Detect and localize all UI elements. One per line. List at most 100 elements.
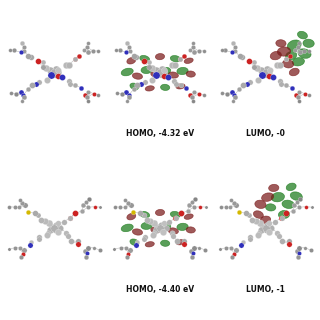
Point	[283, 56, 288, 61]
Point	[142, 80, 147, 85]
Point	[225, 91, 230, 96]
Point	[172, 62, 177, 67]
Point	[91, 245, 96, 250]
Point	[73, 83, 78, 88]
Point	[157, 225, 163, 230]
Point	[48, 73, 53, 78]
Point	[293, 47, 298, 52]
Point	[191, 40, 196, 45]
Point	[171, 233, 176, 238]
Point	[178, 83, 183, 88]
Point	[287, 239, 292, 244]
Ellipse shape	[186, 227, 195, 233]
Point	[127, 44, 132, 50]
Point	[277, 79, 283, 84]
Point	[292, 203, 297, 208]
Point	[297, 89, 302, 94]
Point	[22, 248, 27, 253]
Point	[21, 48, 27, 53]
Ellipse shape	[121, 224, 133, 232]
Point	[191, 50, 196, 55]
Point	[244, 81, 250, 86]
Point	[181, 239, 187, 244]
Point	[98, 204, 103, 210]
Point	[173, 215, 178, 220]
Point	[127, 95, 132, 100]
Point	[178, 211, 183, 216]
Point	[267, 69, 272, 75]
Point	[44, 77, 49, 82]
Point	[84, 199, 89, 204]
Point	[233, 248, 238, 253]
Point	[91, 49, 96, 54]
Point	[173, 215, 179, 220]
Point	[265, 66, 270, 71]
Point	[53, 227, 58, 232]
Ellipse shape	[170, 212, 180, 218]
Point	[132, 54, 137, 59]
Point	[142, 234, 148, 239]
Point	[278, 215, 283, 220]
Point	[228, 197, 233, 202]
Point	[134, 83, 140, 88]
Ellipse shape	[292, 58, 304, 66]
Ellipse shape	[127, 213, 136, 220]
Point	[55, 74, 60, 79]
Point	[159, 66, 164, 71]
Point	[133, 243, 138, 248]
Point	[196, 91, 202, 96]
Point	[293, 92, 298, 97]
Point	[96, 48, 101, 53]
Point	[36, 237, 41, 242]
Point	[144, 217, 149, 222]
Point	[229, 245, 234, 250]
Point	[29, 83, 34, 88]
Point	[163, 225, 168, 230]
Point	[259, 227, 264, 232]
Point	[134, 240, 140, 245]
Point	[46, 230, 51, 236]
Point	[192, 196, 197, 201]
Point	[295, 94, 300, 100]
Point	[296, 40, 301, 45]
Point	[84, 94, 89, 100]
Point	[131, 87, 136, 92]
Point	[44, 65, 49, 70]
Point	[80, 208, 85, 213]
Ellipse shape	[130, 239, 139, 245]
Point	[65, 233, 70, 238]
Point	[264, 223, 269, 228]
Ellipse shape	[289, 68, 299, 76]
Point	[232, 92, 237, 98]
Point	[263, 69, 268, 75]
Point	[40, 64, 45, 69]
Point	[118, 205, 123, 210]
Point	[117, 48, 122, 53]
Ellipse shape	[177, 68, 188, 75]
Ellipse shape	[132, 229, 142, 235]
Point	[124, 50, 129, 55]
Point	[153, 227, 158, 232]
Ellipse shape	[168, 72, 179, 78]
Point	[243, 210, 248, 215]
Ellipse shape	[286, 183, 296, 191]
Point	[240, 240, 245, 245]
Point	[233, 44, 238, 50]
Point	[218, 246, 223, 252]
Point	[64, 63, 69, 68]
Point	[297, 50, 302, 55]
Point	[278, 82, 284, 87]
Point	[302, 91, 307, 96]
Point	[131, 210, 136, 215]
Point	[86, 89, 91, 94]
Point	[158, 71, 164, 76]
Point	[253, 218, 259, 223]
Point	[127, 48, 132, 53]
Point	[149, 65, 155, 70]
Point	[231, 201, 236, 206]
Point	[128, 203, 133, 208]
Point	[267, 74, 272, 79]
Point	[307, 92, 312, 97]
Point	[184, 85, 189, 90]
Point	[264, 227, 269, 232]
